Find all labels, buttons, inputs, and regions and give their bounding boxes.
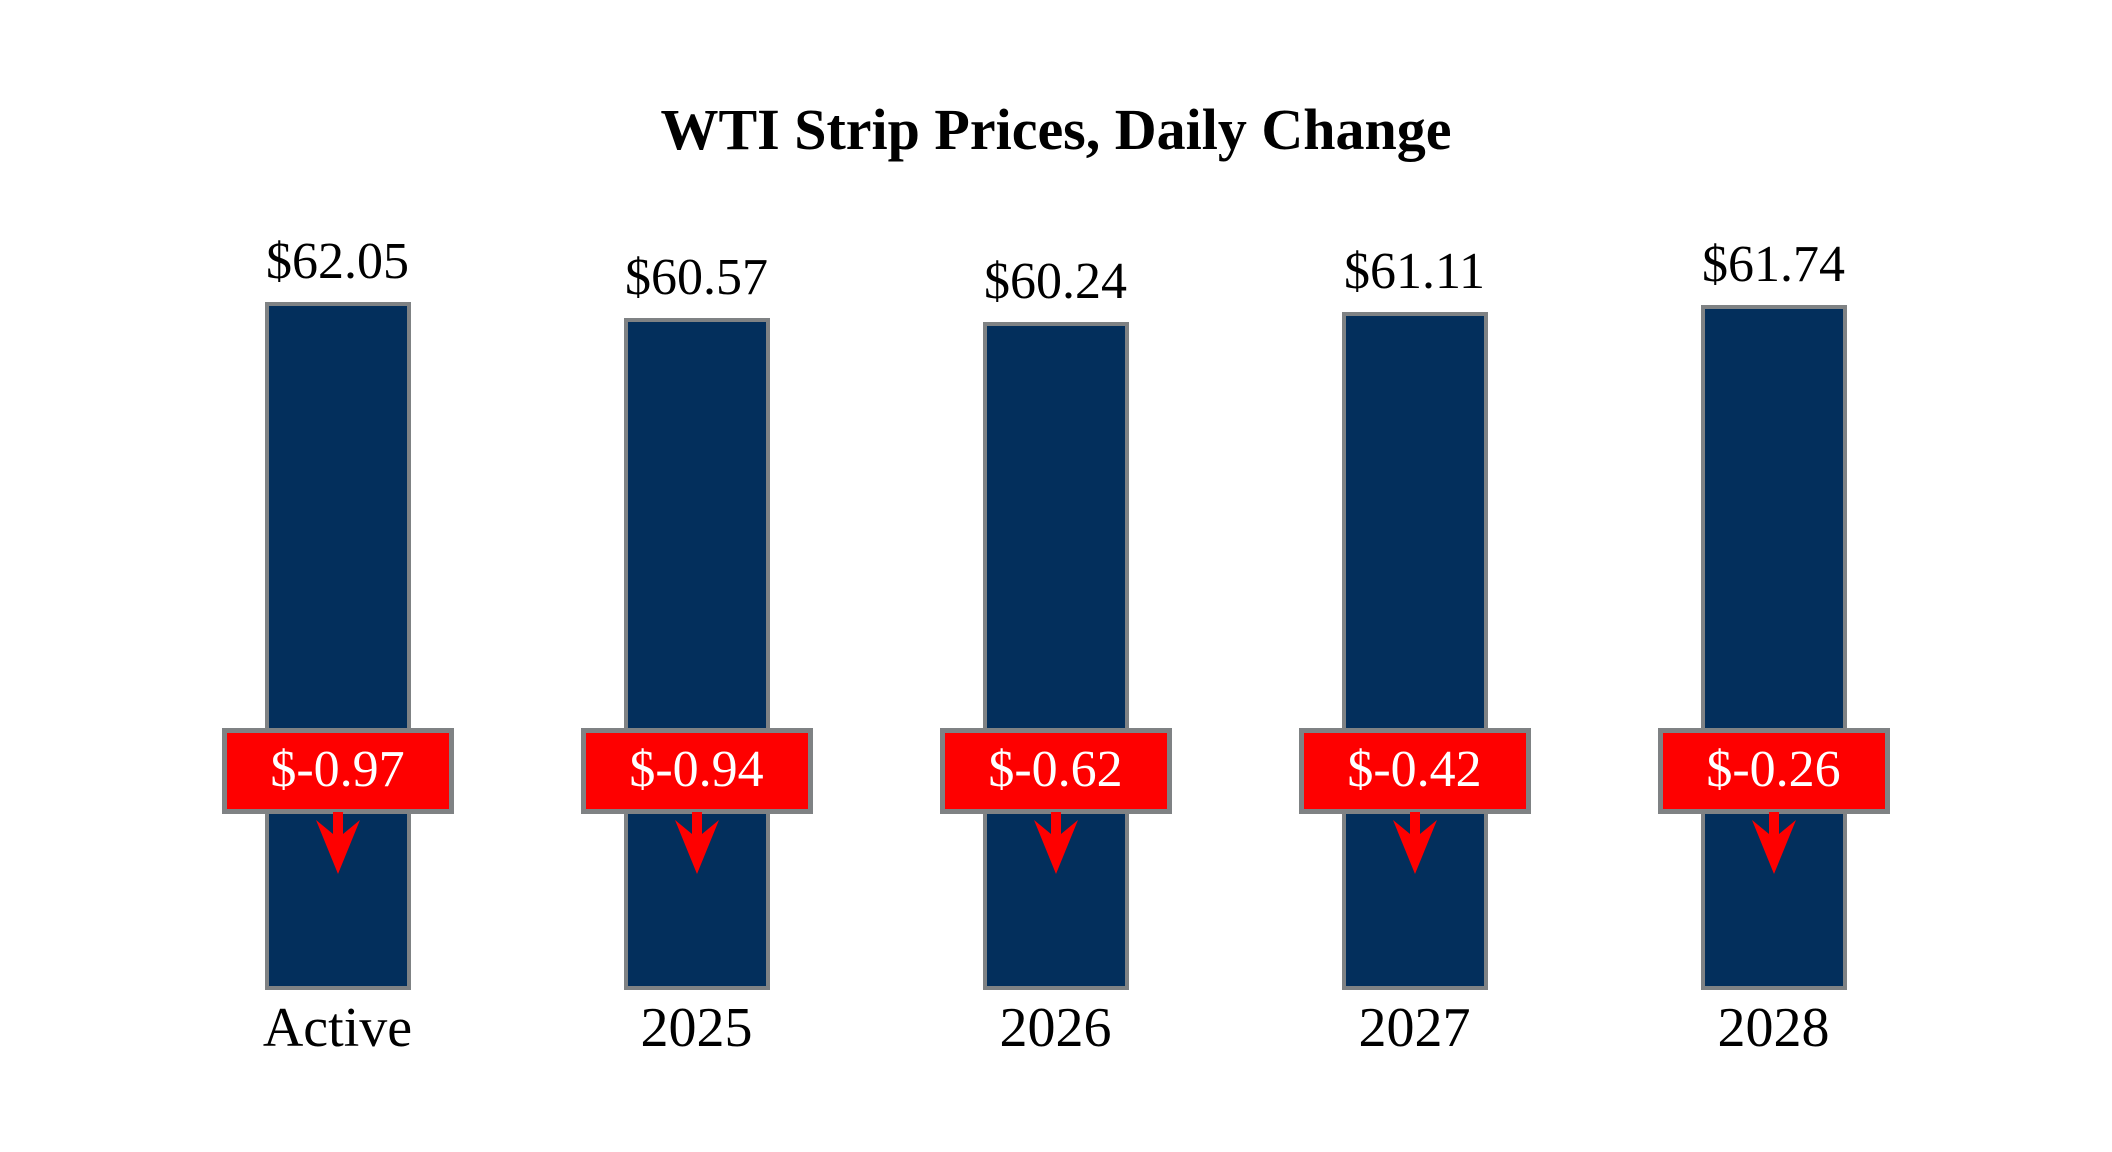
price-value-label: $61.74 <box>1702 236 1845 293</box>
bar-column: $61.74 $-0.26 2028 <box>1594 0 1953 1152</box>
chart-plot-area: $62.05 $-0.97 Active $60.57 $-0.94 2025 … <box>158 0 1953 1152</box>
category-label: 2026 <box>999 997 1112 1059</box>
category-label: 2028 <box>1717 997 1830 1059</box>
down-arrow-icon <box>1392 812 1437 874</box>
price-value-label: $62.05 <box>266 233 409 290</box>
bar-column: $62.05 $-0.97 Active <box>158 0 517 1152</box>
daily-change-badge: $-0.42 <box>1298 728 1531 814</box>
daily-change-badge: $-0.26 <box>1657 728 1890 814</box>
category-label: 2027 <box>1358 997 1471 1059</box>
down-arrow-icon <box>315 812 360 874</box>
bar-column: $61.11 $-0.42 2027 <box>1235 0 1594 1152</box>
down-arrow-icon <box>1033 812 1078 874</box>
price-bar <box>623 318 770 990</box>
down-arrow-icon <box>1751 812 1796 874</box>
daily-change-badge: $-0.97 <box>221 728 454 814</box>
daily-change-badge: $-0.62 <box>939 728 1172 814</box>
price-value-label: $60.24 <box>984 253 1127 310</box>
bar-column: $60.57 $-0.94 2025 <box>517 0 876 1152</box>
chart-title: WTI Strip Prices, Daily Change <box>660 97 1452 162</box>
category-label: 2025 <box>640 997 753 1059</box>
bar-column: $60.24 $-0.62 2026 <box>876 0 1235 1152</box>
price-bar <box>1341 312 1488 990</box>
price-bar <box>982 322 1129 990</box>
category-label: Active <box>262 997 413 1059</box>
price-bar <box>264 302 411 990</box>
price-bar <box>1700 305 1847 990</box>
price-value-label: $60.57 <box>625 249 768 306</box>
price-value-label: $61.11 <box>1343 243 1486 300</box>
down-arrow-icon <box>674 812 719 874</box>
daily-change-badge: $-0.94 <box>580 728 813 814</box>
